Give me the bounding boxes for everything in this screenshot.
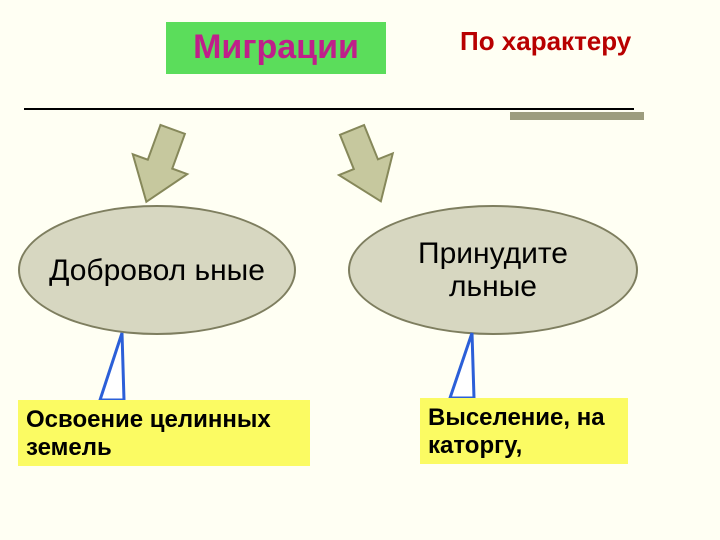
note-forced-text: Выселение, на каторгу, xyxy=(428,404,605,459)
divider-main xyxy=(24,108,634,110)
title-text: Миграции xyxy=(193,28,359,66)
ellipse-forced: Принудите льные xyxy=(348,205,638,335)
arrow-left xyxy=(124,122,194,212)
ellipse-voluntary: Добровол ьные xyxy=(18,205,296,335)
subtitle-text: По характеру xyxy=(460,26,631,56)
note-forced: Выселение, на каторгу, xyxy=(420,398,628,464)
note-voluntary-text: Освоение целинных земель xyxy=(26,406,271,461)
note-voluntary: Освоение целинных земель xyxy=(18,400,310,466)
subtitle: По характеру xyxy=(460,26,631,57)
title-box: Миграции xyxy=(166,22,386,74)
ellipse-voluntary-text: Добровол ьные xyxy=(49,254,265,287)
divider-shadow xyxy=(510,112,644,120)
arrow-right xyxy=(332,122,402,212)
ellipse-forced-text: Принудите льные xyxy=(370,237,616,303)
